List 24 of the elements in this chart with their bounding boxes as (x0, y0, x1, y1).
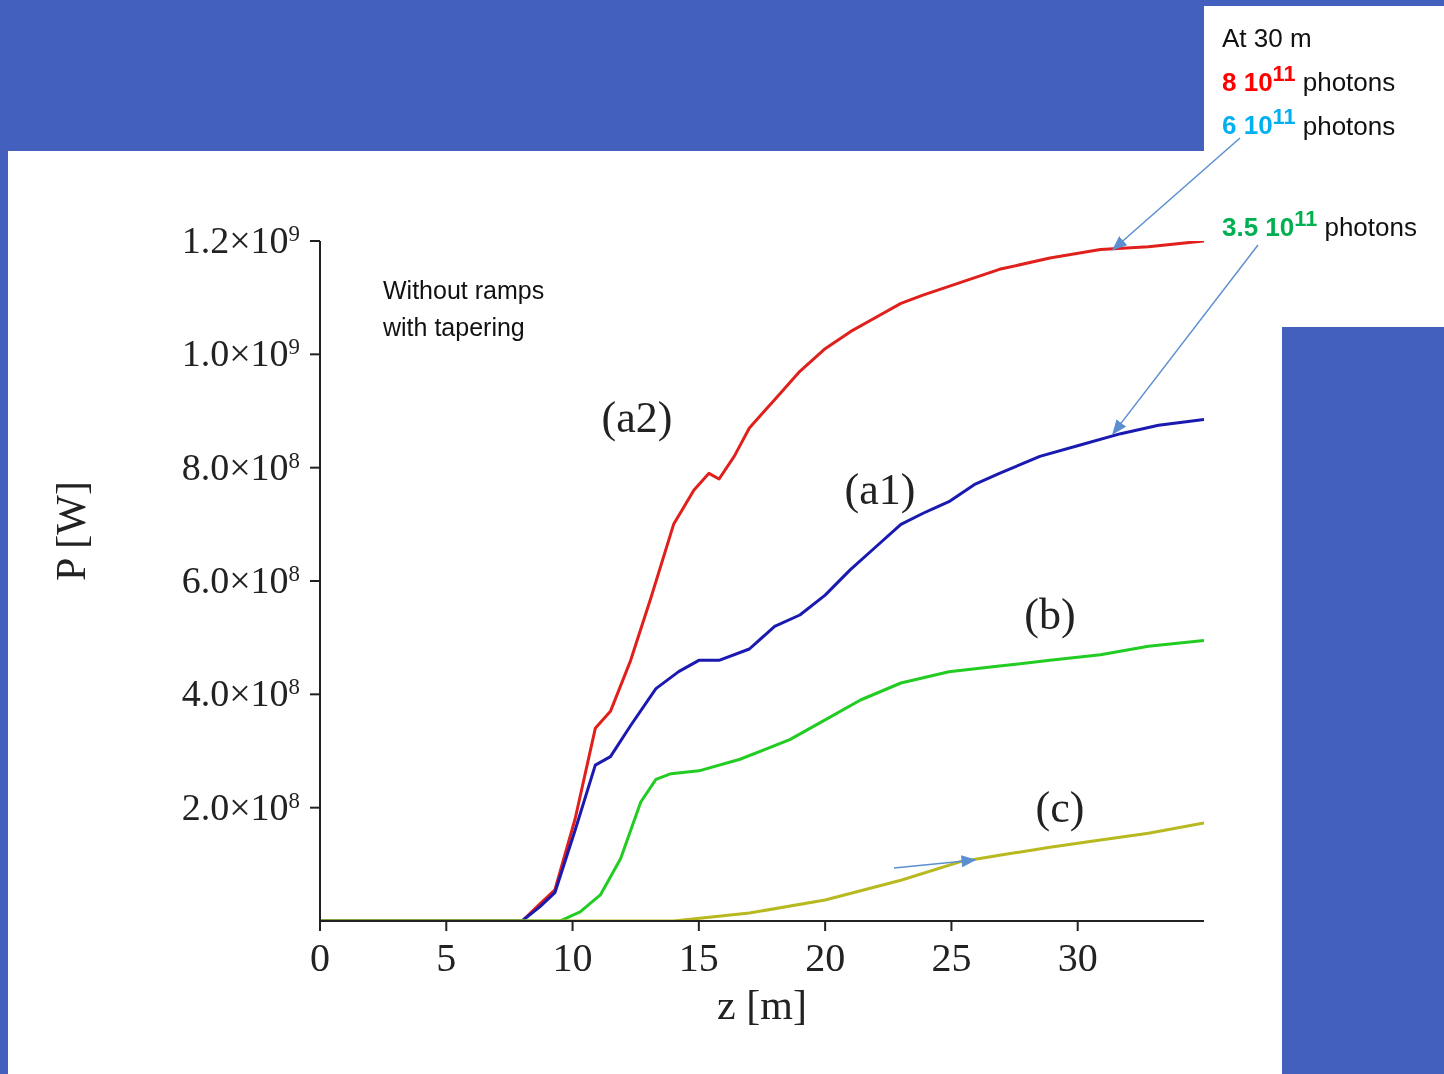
x-tick-label: 30 (1057, 935, 1098, 980)
annotation: (c) (1035, 783, 1085, 832)
y-tick-label: 2.0×10$^{8}$ (181, 785, 300, 828)
text: At 30 m (1222, 23, 1312, 53)
x-tick-label: 20 (805, 935, 846, 980)
y-tick-label: 4.0×10$^{8}$ (181, 672, 300, 715)
annotation: 6 10$^{11}$ photons (1222, 104, 1396, 141)
y-axis-title: P [W] (47, 481, 94, 581)
x-axis-title: z [m] (717, 982, 807, 1028)
y-tick-label: 1.0×10$^{9}$ (181, 332, 300, 375)
text: 8 10$^{11}$ photons (1222, 61, 1396, 97)
x-tick-label: 25 (931, 935, 972, 980)
y-tick-label: 6.0×10$^{8}$ (181, 559, 300, 601)
x-tick-label: 5 (436, 935, 457, 980)
y-tick-label: 1.2×10$^{9}$ (181, 219, 300, 261)
annotation: (a1) (844, 465, 916, 514)
x-tick-label: 0 (310, 935, 330, 980)
annotation: (a2) (601, 393, 673, 442)
annotation: (b) (1024, 590, 1076, 639)
x-tick-label: 15 (678, 935, 719, 980)
annotation: 3.5 10$^{11}$ photons (1222, 206, 1417, 242)
y-tick-label: 8.0×10$^{8}$ (181, 445, 300, 488)
x-tick-label: 10 (552, 935, 593, 980)
annotation: Without ramps with tapering (383, 275, 546, 343)
